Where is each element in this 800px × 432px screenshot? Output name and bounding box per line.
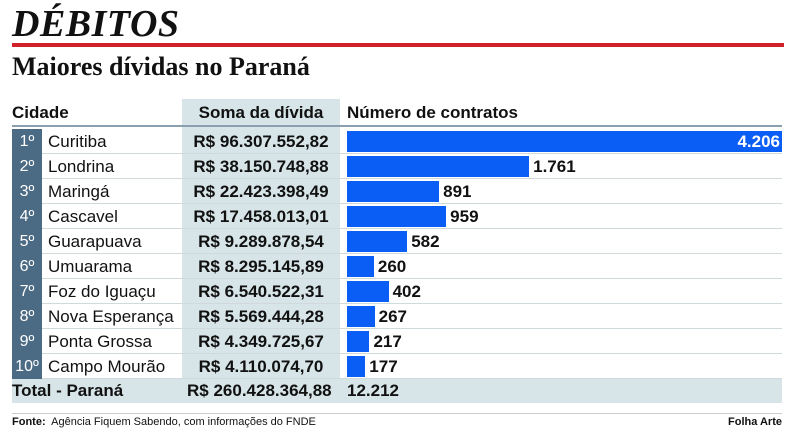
- rank-badge: 5º: [12, 229, 42, 254]
- rank-badge: 1º: [12, 129, 42, 154]
- contracts-label: 582: [411, 232, 440, 251]
- row-divider: [42, 178, 782, 179]
- debt-value: R$ 9.289.878,54: [198, 232, 324, 251]
- contracts-bar: [347, 356, 366, 377]
- contracts-label: 177: [369, 357, 398, 376]
- contracts-bar: [347, 156, 530, 177]
- title-divider: [12, 43, 784, 47]
- table-row: 5º Guarapuava R$ 9.289.878,54 582: [12, 229, 782, 254]
- city-name: Cascavel: [48, 207, 118, 226]
- contracts-label: 402: [392, 282, 421, 301]
- city-name: Guarapuava: [48, 232, 142, 251]
- contracts-bar: [347, 256, 374, 277]
- source: Fonte: Agência Fiquem Sabendo, com infor…: [12, 416, 316, 428]
- rank-badge: 8º: [12, 304, 42, 329]
- city-name: Ponta Grossa: [48, 332, 152, 351]
- rank-badge: 6º: [12, 254, 42, 279]
- debt-value: R$ 8.295.145,89: [198, 257, 324, 276]
- header-divider: [12, 125, 782, 127]
- rank-badge: 10º: [12, 354, 42, 379]
- contracts-label: 891: [443, 182, 472, 201]
- table-row: 8º Nova Esperança R$ 5.569.444,28 267: [12, 304, 782, 329]
- row-divider: [42, 328, 782, 329]
- debt-value: R$ 4.349.725,67: [198, 332, 324, 351]
- debt-value: R$ 22.423.398,49: [193, 182, 329, 201]
- rank-badge: 7º: [12, 279, 42, 304]
- header-contracts: Número de contratos: [347, 103, 518, 122]
- table-row: 2º Londrina R$ 38.150.748,88 1.761: [12, 154, 782, 179]
- debt-value: R$ 38.150.748,88: [193, 157, 329, 176]
- table-row: 1º Curitiba R$ 96.307.552,82 4.206: [12, 129, 782, 154]
- table-row: 4º Cascavel R$ 17.458.013,01 959: [12, 204, 782, 229]
- debt-value: R$ 17.458.013,01: [193, 207, 329, 226]
- city-name: Curitiba: [48, 132, 107, 151]
- row-divider: [42, 378, 782, 379]
- table-row: 9º Ponta Grossa R$ 4.349.725,67 217: [12, 329, 782, 354]
- table-row: 7º Foz do Iguaçu R$ 6.540.522,31 402: [12, 279, 782, 304]
- debt-value: R$ 96.307.552,82: [193, 132, 329, 151]
- credit: Folha Arte: [728, 416, 782, 428]
- source-text: Agência Fiquem Sabendo, com informações …: [51, 416, 316, 428]
- city-name: Londrina: [48, 157, 115, 176]
- source-label: Fonte:: [12, 416, 46, 428]
- subtitle: Maiores dívidas no Paraná: [12, 52, 310, 81]
- city-name: Maringá: [48, 182, 110, 201]
- contracts-bar: [347, 206, 447, 227]
- row-divider: [42, 228, 782, 229]
- rank-badge: 2º: [12, 154, 42, 179]
- debt-value: R$ 4.110.074,70: [198, 357, 324, 376]
- contracts-bar: [347, 131, 782, 152]
- total-row: Total - Paraná R$ 260.428.364,88 12.212: [12, 379, 782, 403]
- total-contracts: 12.212: [347, 381, 399, 400]
- footer-divider: [12, 413, 782, 414]
- contracts-bar: [347, 281, 389, 302]
- contracts-label: 1.761: [533, 157, 576, 176]
- rank-badge: 4º: [12, 204, 42, 229]
- contracts-bar: [347, 181, 440, 202]
- table-row: 6º Umuarama R$ 8.295.145,89 260: [12, 254, 782, 279]
- contracts-label: 217: [373, 332, 402, 351]
- city-name: Umuarama: [48, 257, 133, 276]
- row-divider: [42, 278, 782, 279]
- header-city: Cidade: [12, 103, 69, 122]
- city-name: Foz do Iguaçu: [48, 282, 156, 301]
- debt-column-background: [182, 99, 340, 379]
- rank-badge: 3º: [12, 179, 42, 204]
- city-name: Nova Esperança: [48, 307, 174, 326]
- contracts-bar: [347, 331, 370, 352]
- table-row: 3º Maringá R$ 22.423.398,49 891: [12, 179, 782, 204]
- debt-value: R$ 6.540.522,31: [198, 282, 324, 301]
- contracts-bar: [347, 231, 408, 252]
- row-divider: [42, 253, 782, 254]
- contracts-bar: [347, 306, 375, 327]
- row-divider: [42, 153, 782, 154]
- row-divider: [42, 203, 782, 204]
- row-divider: [42, 303, 782, 304]
- city-name: Campo Mourão: [48, 357, 166, 376]
- rank-badge: 9º: [12, 329, 42, 354]
- contracts-label: 959: [450, 207, 479, 226]
- contracts-label: 4.206: [737, 132, 780, 151]
- contracts-label: 260: [377, 257, 407, 276]
- title: DÉBITOS: [12, 3, 180, 45]
- row-divider: [42, 353, 782, 354]
- debt-value: R$ 5.569.444,28: [198, 307, 324, 326]
- total-debt: R$ 260.428.364,88: [187, 381, 332, 400]
- header-debt: Soma da dívida: [198, 103, 324, 122]
- total-label: Total - Paraná: [12, 381, 124, 400]
- contracts-label: 267: [378, 307, 407, 326]
- table-row: 10º Campo Mourão R$ 4.110.074,70 177: [12, 354, 782, 379]
